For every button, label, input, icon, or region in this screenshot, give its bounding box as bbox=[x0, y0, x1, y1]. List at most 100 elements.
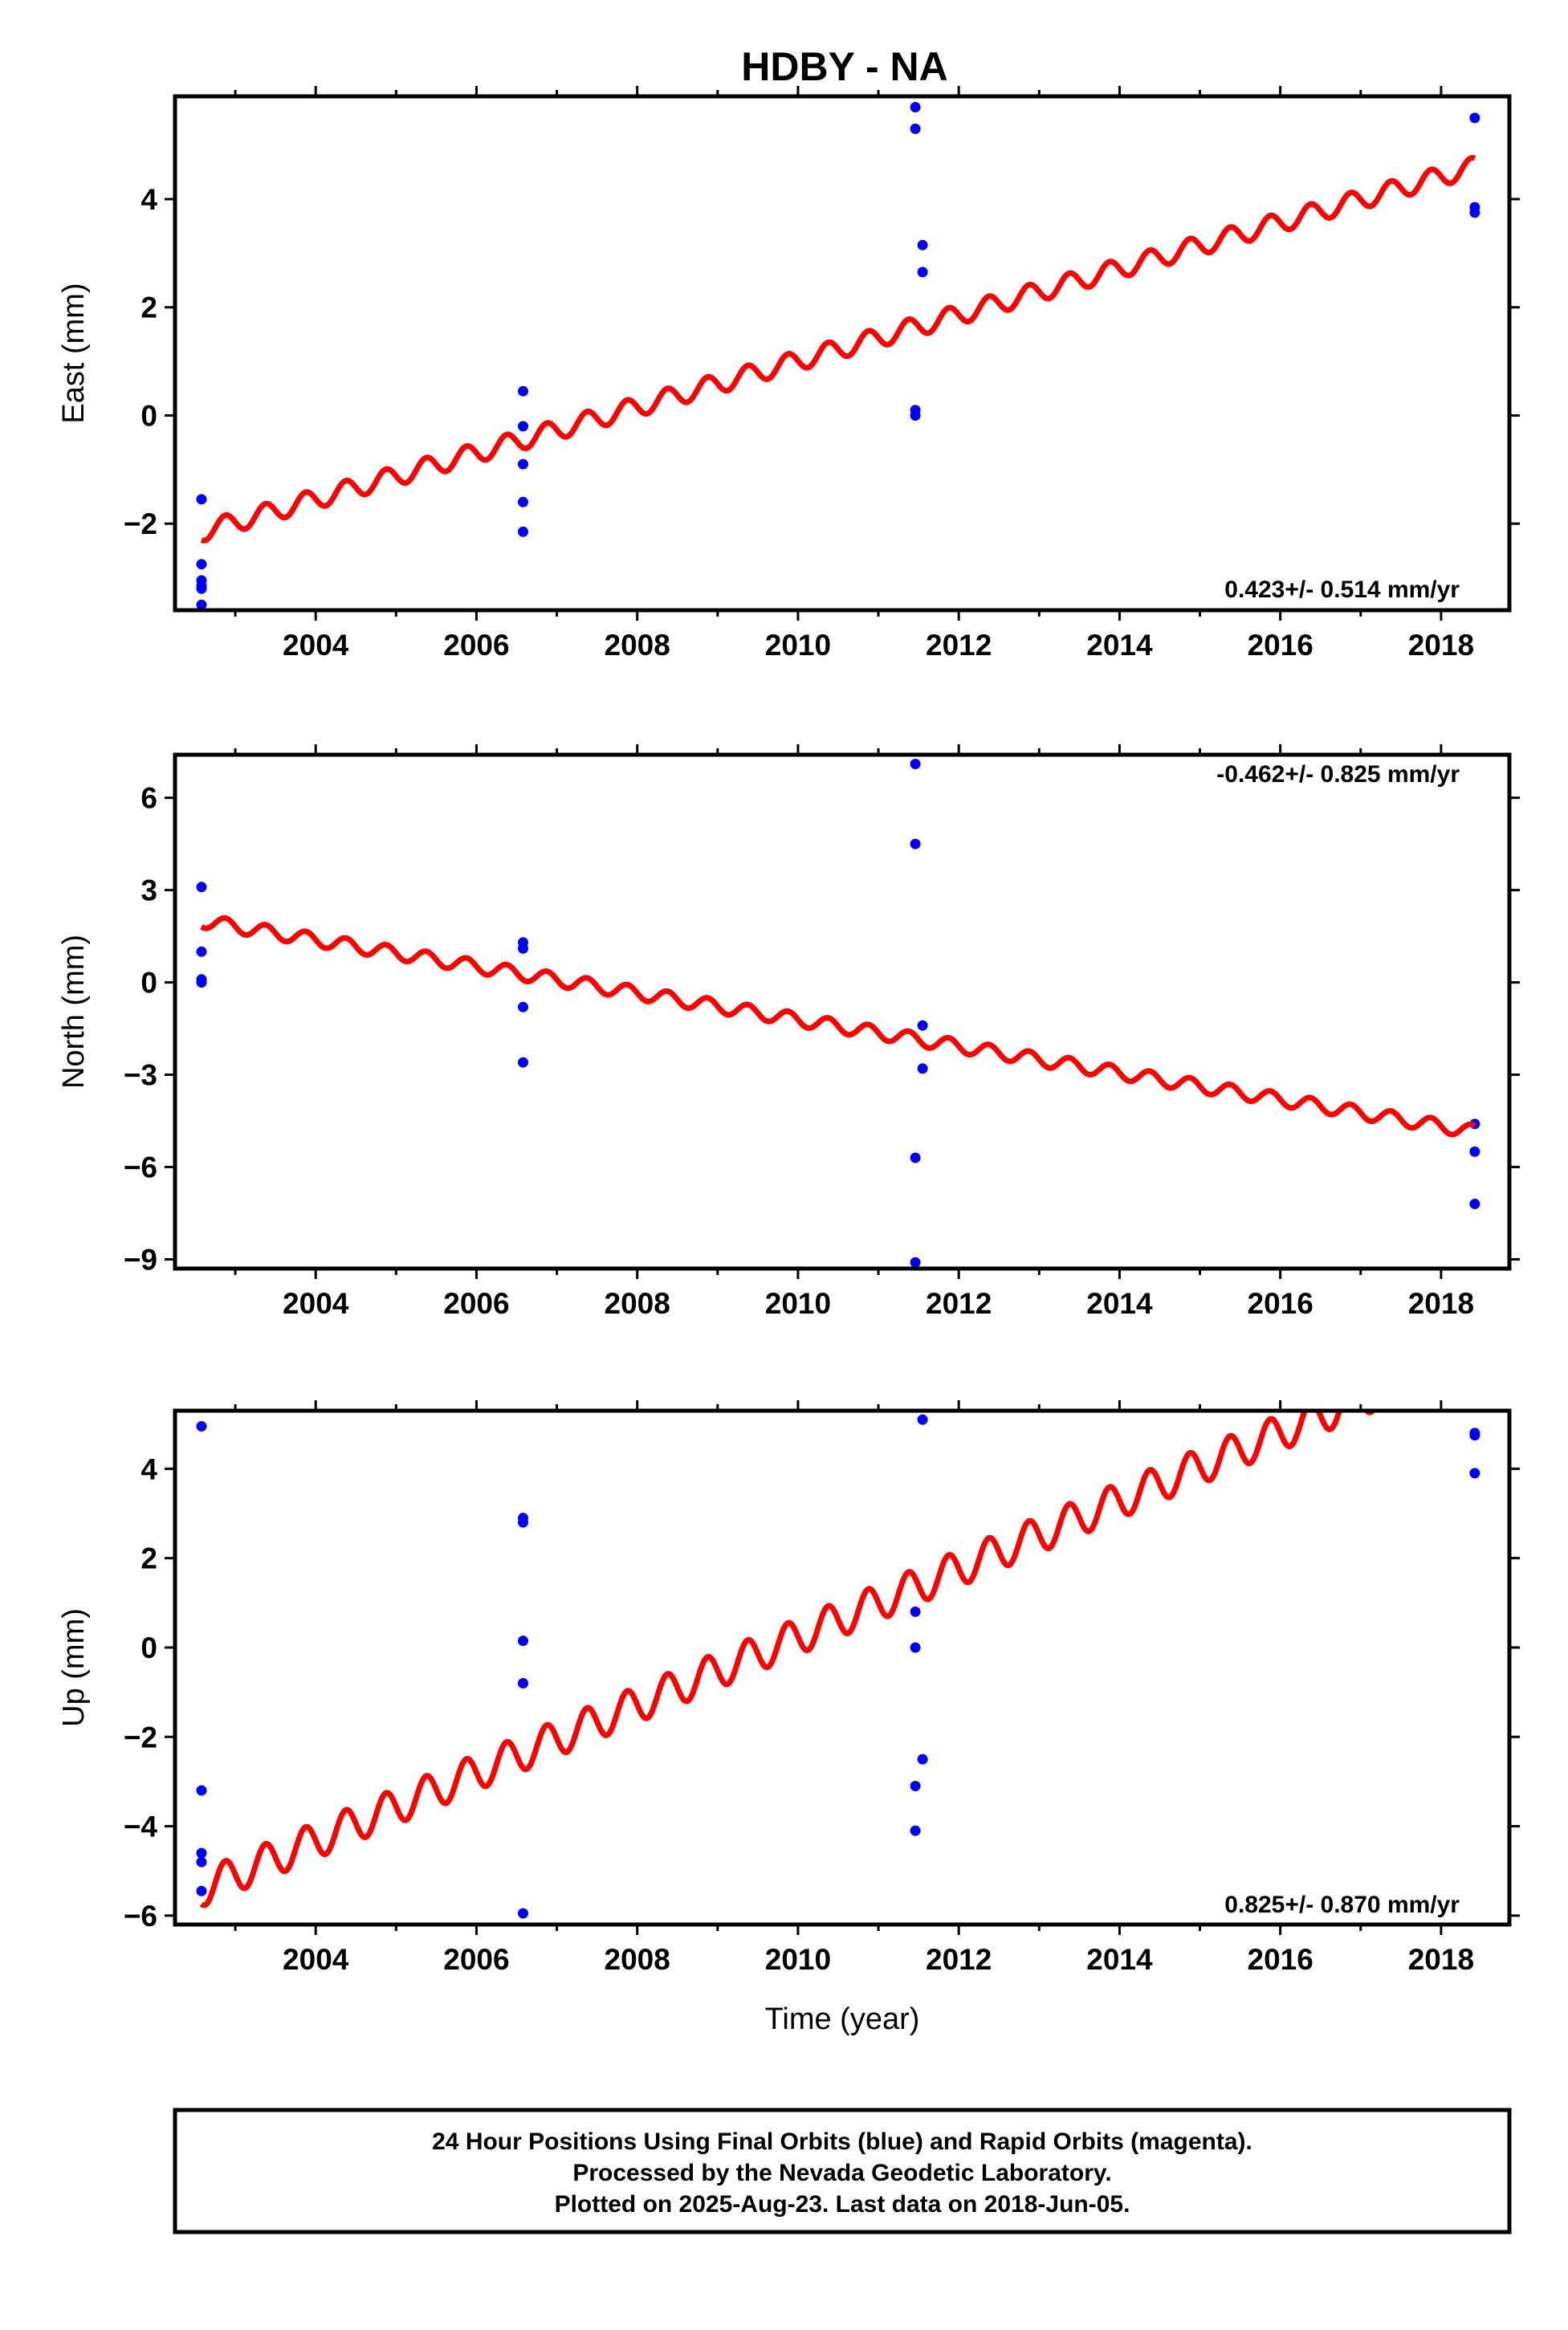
up-ytick-label-2: −2 bbox=[124, 1721, 157, 1754]
east-panel: 2004 2006 2008 2010 2012 2014 2016 2018 −2 0 2 4 Ea… bbox=[57, 86, 1520, 662]
up-data-marks bbox=[196, 1411, 1480, 1919]
north-ytick-label-1: −6 bbox=[124, 1151, 157, 1184]
east-xtick-label-2006: 2006 bbox=[443, 629, 509, 662]
east-xtick-label-2004: 2004 bbox=[283, 629, 349, 662]
north-ytick-label-0: −9 bbox=[124, 1244, 157, 1277]
east-xtick-label-2014: 2014 bbox=[1086, 629, 1153, 662]
up-xtick-label-2006: 2006 bbox=[443, 1943, 509, 1976]
north-xtick-label-2012: 2012 bbox=[926, 1287, 992, 1320]
up-data-point bbox=[910, 1825, 921, 1836]
footer-line-3: Plotted on 2025-Aug-23. Last data on 201… bbox=[555, 2191, 1130, 2218]
east-ytick-label-2: 2 bbox=[141, 291, 157, 324]
east-xtick-label-2018: 2018 bbox=[1408, 629, 1474, 662]
north-data-point bbox=[196, 946, 207, 957]
east-ytick-label-0: −2 bbox=[124, 507, 157, 540]
east-data-point bbox=[518, 526, 528, 537]
north-data-point bbox=[518, 943, 528, 954]
east-xtick-label-2010: 2010 bbox=[765, 629, 831, 662]
east-data-point bbox=[910, 102, 921, 112]
east-data-point bbox=[518, 496, 528, 507]
north-ytick-label-5: 6 bbox=[141, 782, 157, 815]
up-xtick-label-2012: 2012 bbox=[926, 1943, 992, 1976]
up-ytick-label-1: −4 bbox=[124, 1811, 158, 1843]
east-data-point bbox=[196, 580, 207, 592]
north-data-point bbox=[196, 977, 207, 988]
up-data-point bbox=[518, 1517, 528, 1528]
up-data-point bbox=[518, 1635, 528, 1647]
up-data-point bbox=[1469, 1430, 1480, 1441]
east-xtick-label-2012: 2012 bbox=[926, 629, 992, 662]
east-data-point bbox=[518, 458, 528, 470]
east-data-point bbox=[518, 385, 528, 397]
up-model-line bbox=[199, 1411, 1376, 1908]
east-data-point bbox=[518, 421, 528, 432]
east-data-point bbox=[196, 599, 207, 610]
up-data-point bbox=[196, 1847, 207, 1859]
north-xtick-label-2018: 2018 bbox=[1408, 1287, 1474, 1320]
footer-line-2: Processed by the Nevada Geodetic Laborat… bbox=[572, 2160, 1111, 2186]
north-ytick-label-4: 3 bbox=[141, 874, 157, 907]
up-data-point bbox=[196, 1885, 207, 1896]
east-data-point bbox=[917, 267, 928, 278]
east-xtick-label-2016: 2016 bbox=[1248, 629, 1313, 662]
up-data-point bbox=[196, 1856, 207, 1868]
east-ylabel: East (mm) bbox=[57, 283, 91, 423]
east-data-point bbox=[910, 410, 921, 421]
up-xtick-label-2004: 2004 bbox=[283, 1943, 349, 1976]
up-xtick-label-2010: 2010 bbox=[765, 1943, 831, 1976]
east-ytick-label-3: 4 bbox=[141, 183, 157, 216]
north-xtick-label-2010: 2010 bbox=[765, 1287, 831, 1320]
up-ylabel: Up (mm) bbox=[57, 1608, 91, 1727]
east-data-point bbox=[910, 123, 921, 134]
east-rate-label: 0.423+/- 0.514 mm/yr bbox=[1224, 576, 1460, 603]
up-panel: 2004 2006 2008 2010 2012 2014 2016 2018 −6 −4 −2 0 2… bbox=[57, 1400, 1520, 2036]
north-data-point bbox=[910, 838, 921, 849]
up-xtick-label-2016: 2016 bbox=[1248, 1943, 1313, 1976]
up-ticks bbox=[165, 1400, 1520, 1935]
north-ylabel: North (mm) bbox=[57, 935, 91, 1089]
footer-line-1: 24 Hour Positions Using Final Orbits (bl… bbox=[432, 2128, 1252, 2155]
up-data-point bbox=[910, 1642, 921, 1653]
north-xtick-label-2014: 2014 bbox=[1086, 1287, 1153, 1320]
up-data-point bbox=[196, 1421, 207, 1432]
north-data-point bbox=[196, 882, 207, 893]
north-data-point bbox=[917, 1063, 928, 1074]
north-plot-frame bbox=[173, 752, 1512, 1271]
up-data-point bbox=[910, 1781, 921, 1791]
east-tick-labels: 2004 2006 2008 2010 2012 2014 2016 2018 −2 0 2 4 bbox=[124, 183, 1474, 662]
north-ticks bbox=[165, 744, 1520, 1279]
east-data-point bbox=[196, 559, 207, 570]
up-plot-frame bbox=[173, 1408, 1512, 1927]
chart-title: HDBY - NA bbox=[741, 44, 947, 89]
north-data-point bbox=[518, 1057, 528, 1068]
north-xtick-label-2004: 2004 bbox=[283, 1287, 349, 1320]
up-ytick-label-3: 0 bbox=[141, 1631, 157, 1664]
north-tick-labels: 2004 2006 2008 2010 2012 2014 2016 2018 −9 −6 −3 0 3… bbox=[124, 782, 1474, 1320]
north-xtick-label-2006: 2006 bbox=[443, 1287, 509, 1320]
up-data-point bbox=[518, 1908, 528, 1919]
up-ytick-label-4: 2 bbox=[141, 1542, 157, 1575]
east-plot-frame bbox=[173, 94, 1512, 613]
east-data-marks bbox=[196, 102, 1480, 610]
up-tick-labels: 2004 2006 2008 2010 2012 2014 2016 2018 −6 −4 −2 0 2… bbox=[124, 1452, 1474, 1976]
north-data-point bbox=[910, 1257, 921, 1268]
north-data-point bbox=[1469, 1146, 1480, 1157]
up-data-point bbox=[917, 1414, 928, 1425]
north-data-point bbox=[910, 759, 921, 769]
up-data-point bbox=[910, 1606, 921, 1617]
up-ytick-label-5: 4 bbox=[141, 1452, 157, 1485]
east-model-line bbox=[199, 155, 1477, 544]
up-data-point bbox=[196, 1785, 207, 1796]
north-ytick-label-3: 0 bbox=[141, 967, 157, 1000]
north-xtick-label-2016: 2016 bbox=[1248, 1287, 1313, 1320]
north-xtick-label-2008: 2008 bbox=[605, 1287, 670, 1320]
up-rate-label: 0.825+/- 0.870 mm/yr bbox=[1224, 1892, 1460, 1918]
up-data-point bbox=[1469, 1468, 1480, 1479]
east-xtick-label-2008: 2008 bbox=[605, 629, 670, 662]
up-xtick-label-2008: 2008 bbox=[605, 1943, 670, 1976]
up-xtick-label-2014: 2014 bbox=[1086, 1943, 1153, 1976]
east-data-point bbox=[1469, 207, 1480, 218]
north-rate-label: -0.462+/- 0.825 mm/yr bbox=[1216, 761, 1460, 788]
east-data-point bbox=[917, 239, 928, 251]
